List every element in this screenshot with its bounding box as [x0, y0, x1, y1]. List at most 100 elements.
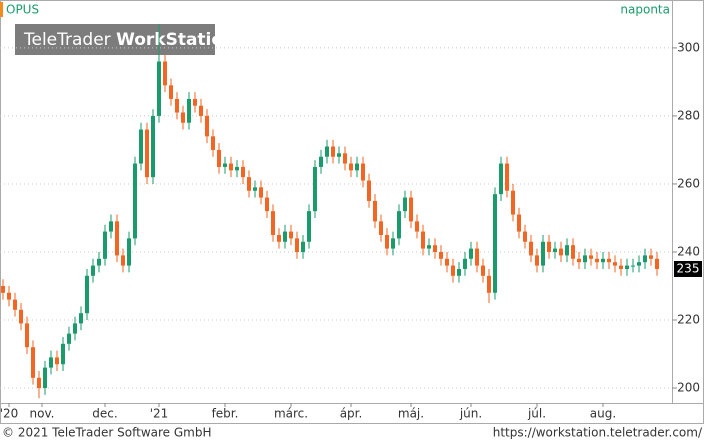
- candle-body: [571, 245, 575, 259]
- candle-body: [637, 262, 641, 266]
- candle-body: [427, 245, 431, 249]
- candle-body: [151, 115, 155, 178]
- candle-body: [445, 258, 449, 266]
- candle-body: [127, 238, 131, 266]
- candle-body: [199, 105, 203, 116]
- interval: naponta: [620, 3, 670, 17]
- candle-body: [187, 98, 191, 123]
- candle-body: [547, 241, 551, 252]
- candle-body: [1, 285, 5, 293]
- candle-body: [31, 347, 35, 378]
- last-value-box: [674, 260, 702, 277]
- x-tick-label: máj.: [398, 407, 424, 421]
- candle-body: [613, 262, 617, 266]
- candle-body: [553, 248, 557, 252]
- candle-body: [193, 98, 197, 106]
- x-tick-label: febr.: [212, 407, 239, 421]
- candle-body: [559, 248, 563, 256]
- candle-body: [205, 115, 209, 137]
- candle-body: [217, 149, 221, 167]
- candle-body: [211, 136, 215, 150]
- candle-body: [61, 343, 65, 365]
- candle-body: [403, 197, 407, 212]
- candle-body: [367, 180, 371, 201]
- candle-body: [265, 197, 269, 212]
- candle-body: [295, 238, 299, 252]
- candle-body: [589, 255, 593, 259]
- candle-body: [277, 234, 281, 242]
- candle-body: [493, 194, 497, 293]
- x-tick-label: '20: [0, 407, 18, 421]
- watermark-brand: TeleTrader: [23, 30, 111, 50]
- candle-body: [145, 129, 149, 178]
- candle-body: [55, 357, 59, 365]
- x-tick-label: ápr.: [340, 407, 363, 421]
- candle-body: [331, 146, 335, 157]
- candle-body: [307, 211, 311, 242]
- candle-body: [139, 129, 143, 164]
- candle-body: [271, 211, 275, 235]
- candle-body: [349, 163, 353, 171]
- candle-body: [409, 197, 413, 222]
- candle-body: [85, 275, 89, 314]
- candle-body: [643, 255, 647, 263]
- candle-body: [385, 234, 389, 249]
- candle-body: [577, 258, 581, 263]
- candle-body: [631, 265, 635, 267]
- watermark: TeleTrader WorkStation: [23, 30, 235, 50]
- candle-body: [283, 231, 287, 242]
- candle-body: [313, 166, 317, 212]
- x-tick-label: márc.: [274, 407, 308, 421]
- candle-body: [541, 241, 545, 266]
- candle-body: [67, 333, 71, 344]
- x-tick-label: júl.: [527, 407, 546, 421]
- candle-body: [649, 255, 653, 259]
- frame: [0, 0, 704, 424]
- candle-body: [115, 221, 119, 256]
- candle-body: [535, 255, 539, 266]
- candle-body: [433, 245, 437, 252]
- candle-body: [301, 241, 305, 252]
- candle-body: [133, 163, 137, 239]
- copyright: © 2021 TeleTrader Software GmbH: [2, 426, 212, 440]
- candle-body: [523, 231, 527, 242]
- candle-body: [163, 61, 167, 86]
- candle-body: [361, 163, 365, 181]
- candle-body: [79, 313, 83, 324]
- candle-body: [415, 221, 419, 232]
- candle-body: [397, 211, 401, 239]
- candle-body: [373, 200, 377, 222]
- candle-body: [625, 265, 629, 269]
- candle-body: [229, 163, 233, 171]
- candle-body: [157, 61, 161, 116]
- x-tick-label: jún.: [459, 407, 482, 421]
- candle-body: [325, 146, 329, 157]
- candle-body: [421, 231, 425, 249]
- url: https://workstation.teletrader.com/: [493, 426, 703, 440]
- x-tick-label: '21: [150, 407, 169, 421]
- candle-body: [565, 245, 569, 256]
- candle-body: [73, 323, 77, 334]
- candle-body: [355, 163, 359, 171]
- candle-body: [259, 187, 263, 198]
- candle-body: [319, 156, 323, 167]
- candle-body: [529, 241, 533, 256]
- candle-body: [517, 214, 521, 232]
- candle-body: [49, 357, 53, 368]
- candle-body: [607, 258, 611, 263]
- candle-body: [169, 85, 173, 99]
- candle-body: [97, 258, 101, 266]
- candle-body: [25, 323, 29, 348]
- candle-body: [19, 309, 23, 324]
- watermark-box: [15, 24, 215, 55]
- candle-body: [337, 153, 341, 157]
- candle-body: [583, 255, 587, 263]
- candle-body: [343, 153, 347, 164]
- candle-body: [655, 258, 659, 269]
- candle-body: [235, 166, 239, 171]
- candle-body: [469, 248, 473, 259]
- candle-body: [463, 258, 467, 269]
- candle-body: [505, 163, 509, 191]
- candle-body: [181, 112, 185, 123]
